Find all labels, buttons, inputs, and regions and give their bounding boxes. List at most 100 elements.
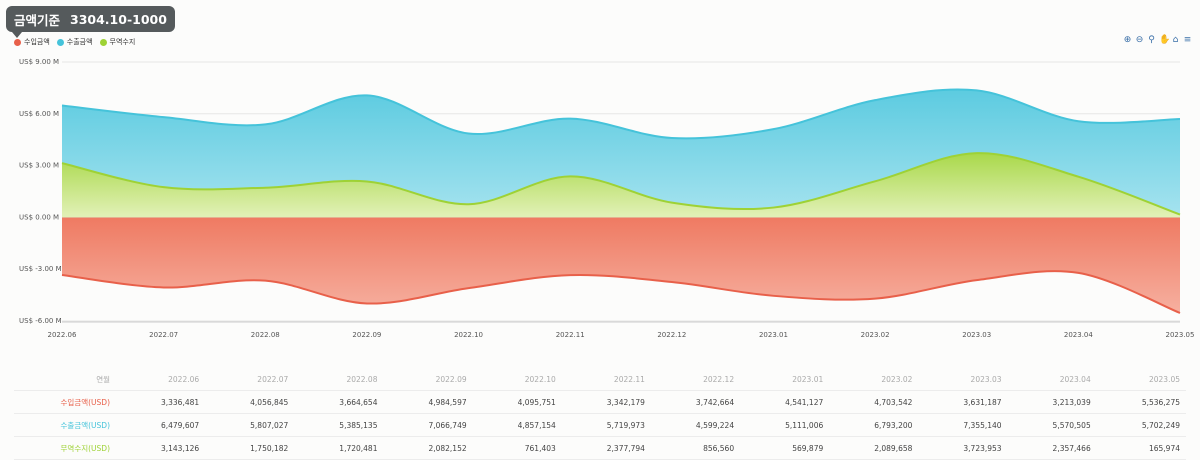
legend-label-balance: 무역수지 — [109, 38, 136, 46]
table-cell: 4,599,224 — [650, 413, 741, 437]
table-row-export: 수출금액(USD) 6,479,607 5,807,027 5,385,135 … — [14, 413, 1186, 437]
x-tick-label: 2022.10 — [454, 331, 483, 339]
table-col-header: 2022.07 — [205, 368, 295, 391]
row-label-export: 수출금액(USD) — [14, 413, 116, 437]
table-cell: 4,857,154 — [472, 413, 562, 437]
x-tick-label: 2023.02 — [861, 331, 890, 339]
x-axis: 2022.06 2022.07 2022.08 2022.09 2022.10 2022.… — [48, 321, 1195, 339]
table-cell: 3,213,039 — [1007, 390, 1097, 414]
legend-label-import: 수입금액 — [24, 38, 50, 46]
table-cell: 3,723,953 — [918, 436, 1008, 460]
legend-dot-export — [56, 38, 64, 46]
table-cell: 1,720,481 — [294, 436, 384, 460]
table-cell: 6,479,607 — [116, 413, 206, 437]
table-cell: 569,879 — [740, 436, 830, 460]
zoom-out-icon[interactable]: ⊖ — [1135, 35, 1144, 45]
table-col-header: 2022.06 — [116, 368, 206, 391]
y-tick-label: US$ -3.00 M — [19, 265, 62, 273]
table-cell: 5,111,006 — [740, 413, 830, 437]
table-cell: 761,403 — [472, 436, 562, 460]
table-cell: 5,570,505 — [1007, 413, 1097, 437]
magnify-icon[interactable]: ⚲ — [1148, 35, 1155, 45]
table-cell: 3,342,179 — [561, 390, 651, 414]
table-cell: 6,793,200 — [829, 413, 919, 437]
chart-toolbar: ⊕ ⊖ ⚲ ✋ ⌂ ≡ — [1123, 35, 1192, 45]
table-cell: 5,385,135 — [294, 413, 384, 437]
legend-label-export: 수출금액 — [66, 38, 93, 46]
data-table: 연월 2022.06 2022.07 2022.08 2022.09 2022.… — [14, 368, 1186, 460]
table-cell: 3,664,654 — [294, 390, 384, 414]
table-col-header: 2023.01 — [740, 368, 830, 391]
table-cell: 4,703,542 — [829, 390, 919, 414]
x-tick-label: 2022.08 — [251, 331, 280, 339]
table-cell: 165,974 — [1096, 436, 1186, 460]
row-label-import: 수입금액(USD) — [14, 390, 116, 414]
table-cell: 4,095,751 — [472, 390, 562, 414]
legend: 수입금액 수출금액 무역수지 — [14, 37, 135, 47]
y-tick-label: US$ 6.00 M — [19, 110, 59, 118]
x-tick-label: 2023.01 — [759, 331, 788, 339]
line-export — [61, 88, 1181, 140]
pan-hand-icon[interactable]: ✋ — [1159, 35, 1171, 45]
x-tick-label: 2023.03 — [962, 331, 991, 339]
y-axis: US$ 9.00 M US$ 6.00 M US$ 3.00 M US$ 0.00 M… — [19, 58, 62, 325]
table-header-row: 연월 2022.06 2022.07 2022.08 2022.09 2022.… — [14, 368, 1186, 391]
table-cell: 5,719,973 — [561, 413, 651, 437]
table-col-header: 2022.10 — [472, 368, 562, 391]
x-tick-label: 2022.07 — [149, 331, 178, 339]
table-cell: 7,355,140 — [918, 413, 1008, 437]
row-label-balance: 무역수지(USD) — [14, 436, 116, 460]
x-tick-label: 2022.12 — [657, 331, 686, 339]
x-tick-label: 2023.05 — [1166, 331, 1195, 339]
series-areas — [61, 88, 1181, 314]
table-cell: 3,143,126 — [116, 436, 206, 460]
table-col-header: 2022.08 — [294, 368, 384, 391]
area-import — [62, 217, 1180, 313]
chart-title-badge: 금액기준 3304.10-1000 — [6, 6, 175, 38]
area-chart: US$ 9.00 M US$ 6.00 M US$ 3.00 M US$ 0.00 M… — [19, 58, 1195, 339]
table-cell: 5,807,027 — [205, 413, 295, 437]
x-tick-label: 2022.06 — [48, 331, 77, 339]
y-tick-label: US$ -6.00 M — [19, 317, 62, 325]
legend-dot-balance — [99, 38, 107, 46]
table-col-header: 2022.11 — [561, 368, 651, 391]
legend-item-import[interactable]: 수입금액 — [14, 37, 50, 47]
table-cell: 2,089,658 — [829, 436, 919, 460]
line-import — [61, 270, 1181, 314]
table-cell: 2,377,794 — [561, 436, 651, 460]
table-cell: 3,742,664 — [650, 390, 741, 414]
y-tick-label: US$ 9.00 M — [19, 58, 59, 66]
y-tick-label: US$ 3.00 M — [19, 162, 59, 170]
x-tick-label: 2022.11 — [556, 331, 585, 339]
table-cell: 7,066,749 — [383, 413, 473, 437]
menu-icon[interactable]: ≡ — [1183, 35, 1192, 45]
x-tick-label: 2023.04 — [1064, 331, 1093, 339]
table-col-header: 2023.05 — [1096, 368, 1186, 391]
table-row-import: 수입금액(USD) 3,336,481 4,056,845 3,664,654 … — [14, 390, 1186, 414]
table-col-header: 2023.03 — [918, 368, 1008, 391]
table-cell: 1,750,182 — [205, 436, 295, 460]
home-icon[interactable]: ⌂ — [1172, 35, 1179, 45]
table-cell: 2,082,152 — [383, 436, 473, 460]
table-cell: 3,631,187 — [918, 390, 1008, 414]
table-col-header: 2023.04 — [1007, 368, 1097, 391]
zoom-in-icon[interactable]: ⊕ — [1123, 35, 1132, 45]
x-tick-label: 2022.09 — [352, 331, 381, 339]
table-cell: 856,560 — [650, 436, 741, 460]
table-cell: 5,702,249 — [1096, 413, 1186, 437]
table-cell: 2,357,466 — [1007, 436, 1097, 460]
table-cell: 4,541,127 — [740, 390, 830, 414]
table-col-header: 2022.12 — [650, 368, 741, 391]
line-balance — [61, 152, 1181, 216]
table-col-header: 2022.09 — [383, 368, 473, 391]
table-cell: 4,984,597 — [383, 390, 473, 414]
legend-item-balance[interactable]: 무역수지 — [99, 37, 136, 47]
legend-item-export[interactable]: 수출금액 — [56, 37, 93, 47]
table-col-header: 2023.02 — [829, 368, 919, 391]
legend-dot-import — [14, 38, 21, 46]
chart-title: 금액기준 — [14, 12, 61, 28]
table-cell: 5,536,275 — [1096, 390, 1186, 414]
hs-code: 3304.10-1000 — [70, 11, 167, 27]
table-row-balance: 무역수지(USD) 3,143,126 1,750,182 1,720,481 … — [14, 436, 1186, 460]
table-cell: 3,336,481 — [116, 390, 206, 414]
